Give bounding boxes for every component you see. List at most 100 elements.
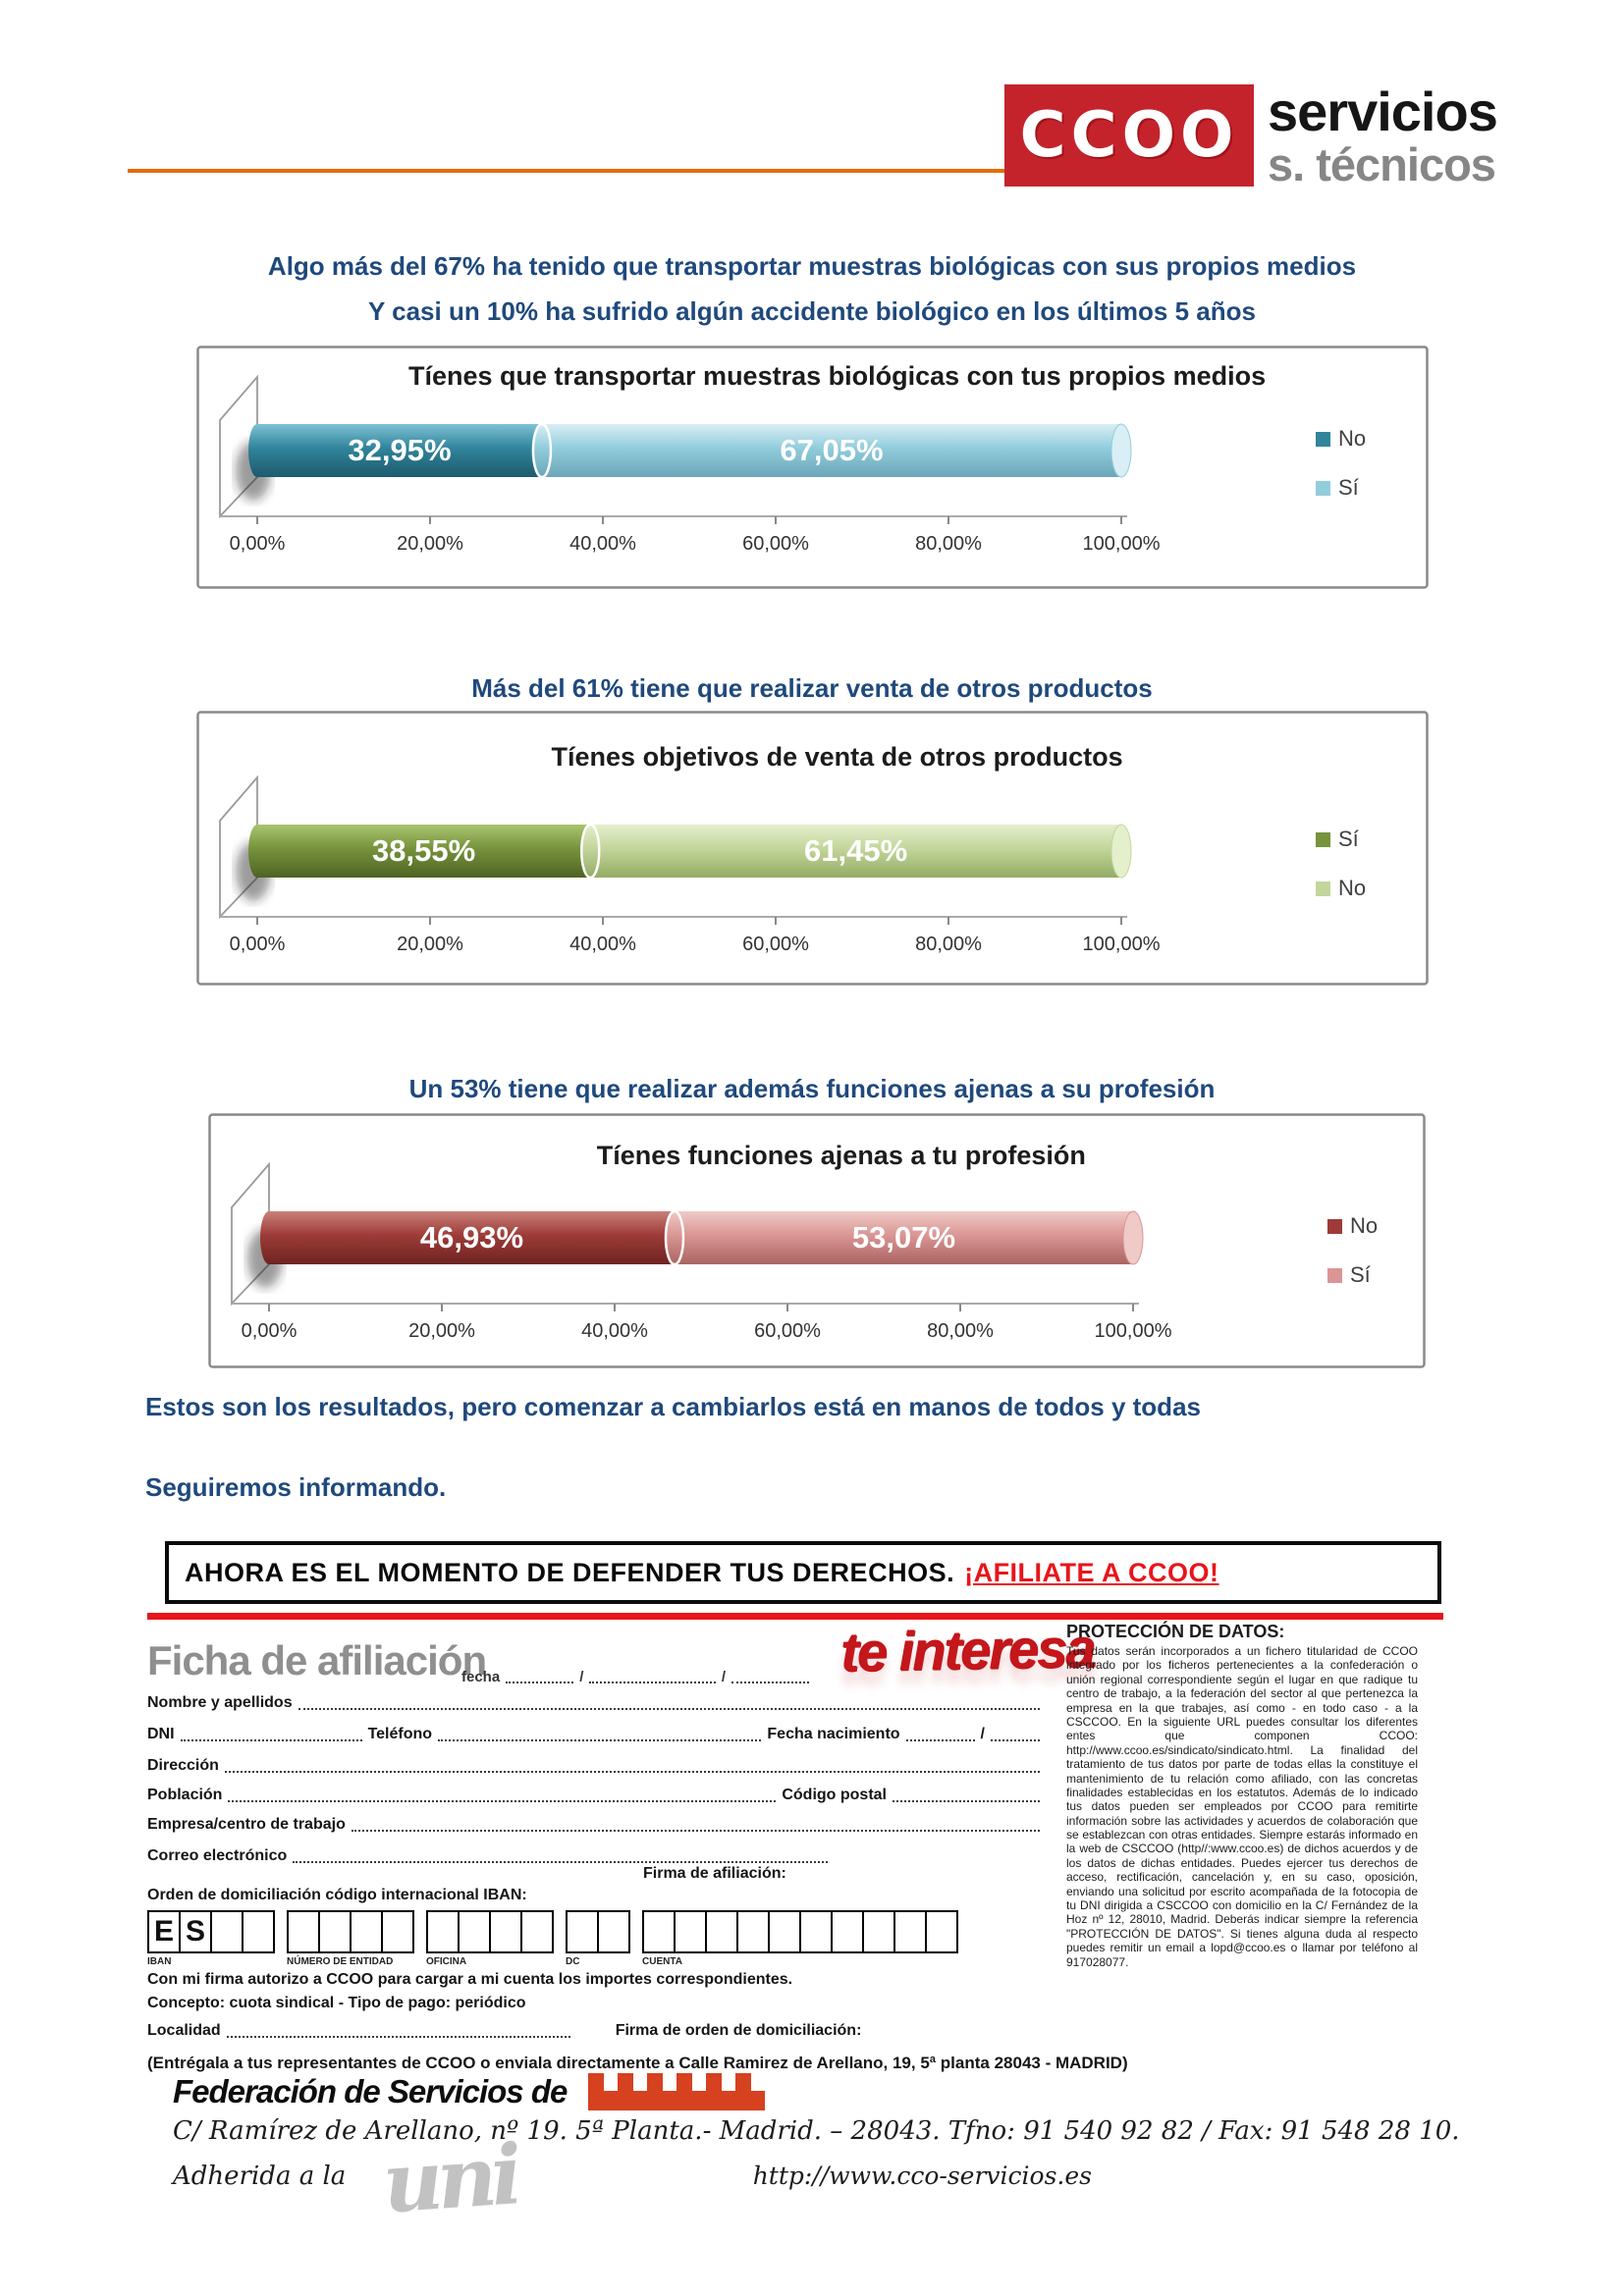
firma-orden-label: Firma de orden de domiciliación: bbox=[615, 2022, 862, 2039]
iban-group: DC bbox=[566, 1910, 630, 1967]
iban-cell[interactable] bbox=[705, 1910, 738, 1953]
fecha-field-3[interactable] bbox=[731, 1672, 809, 1683]
logo-servicios: servicios bbox=[1268, 80, 1498, 142]
x-tick-label: 0,00% bbox=[230, 934, 286, 955]
chart-svg: 38,55% 61,45% Tíenes objetivos de venta … bbox=[196, 711, 1429, 986]
telefono-field[interactable] bbox=[438, 1730, 762, 1741]
header-rule bbox=[128, 169, 1031, 173]
dni-field[interactable] bbox=[180, 1730, 362, 1741]
bar-segment-1 bbox=[257, 424, 542, 477]
iban-cell[interactable] bbox=[210, 1910, 244, 1953]
iban-cell[interactable] bbox=[925, 1910, 958, 1953]
x-tick-label: 40,00% bbox=[581, 1320, 648, 1342]
concepto-text: Concepto: cuota sindical - Tipo de pago:… bbox=[147, 1995, 526, 2011]
fecha-field[interactable] bbox=[506, 1672, 574, 1683]
legend-label-2: Sí bbox=[1350, 1262, 1371, 1287]
telefono-label: Teléfono bbox=[367, 1726, 433, 1742]
correo-field[interactable] bbox=[293, 1851, 829, 1863]
fecha-nacimiento-label: Fecha nacimiento bbox=[767, 1726, 900, 1742]
bar-value-2: 53,07% bbox=[852, 1220, 955, 1255]
x-tick-label: 40,00% bbox=[569, 934, 636, 955]
iban-cell[interactable] bbox=[674, 1910, 707, 1953]
iban-cell[interactable]: E bbox=[147, 1910, 181, 1953]
iban-cell[interactable] bbox=[736, 1910, 770, 1953]
legend-label-1: Sí bbox=[1338, 827, 1359, 851]
x-tick-label: 80,00% bbox=[927, 1320, 994, 1342]
bar-divider-cap bbox=[664, 1209, 685, 1266]
data-protection-body: Tus datos serán incorporados a un ficher… bbox=[1066, 1644, 1418, 1969]
bar-right-cap bbox=[1122, 1210, 1144, 1265]
form-title: Ficha de afiliación bbox=[147, 1637, 487, 1683]
nombre-field[interactable] bbox=[298, 1698, 1040, 1710]
bar-right-cap bbox=[1110, 824, 1132, 879]
banner-afiliate-link[interactable]: ¡AFILIATE A CCOO! bbox=[964, 1557, 1219, 1587]
iban-group: NÚMERO DE ENTIDAD bbox=[287, 1910, 414, 1967]
codigo-postal-field[interactable] bbox=[893, 1790, 1040, 1802]
poblacion-field[interactable] bbox=[228, 1790, 777, 1802]
legend-swatch-2 bbox=[1316, 481, 1330, 496]
form-row-poblacion: Población Código postal bbox=[147, 1787, 1046, 1804]
localidad-label: Localidad bbox=[147, 2022, 221, 2039]
iban-cell[interactable] bbox=[893, 1910, 927, 1953]
call-to-action-banner: AHORA ES EL MOMENTO DE DEFENDER TUS DERE… bbox=[165, 1541, 1441, 1604]
iban-cell[interactable] bbox=[242, 1910, 275, 1953]
iban-cell[interactable] bbox=[799, 1910, 833, 1953]
x-tick-label: 100,00% bbox=[1083, 934, 1161, 955]
x-tick-label: 40,00% bbox=[569, 533, 636, 555]
iban-cell[interactable] bbox=[287, 1910, 320, 1953]
chart-objetivos-venta: 38,55% 61,45% Tíenes objetivos de venta … bbox=[196, 711, 1429, 986]
bar-segment-1 bbox=[257, 825, 591, 878]
legend-swatch-2 bbox=[1316, 881, 1330, 896]
fecha-nacimiento-field[interactable] bbox=[905, 1730, 975, 1741]
chart-title: Tíenes objetivos de venta de otros produ… bbox=[552, 742, 1123, 772]
iban-cell[interactable] bbox=[831, 1910, 864, 1953]
iban-cell[interactable] bbox=[458, 1910, 491, 1953]
fecha-nacimiento-field-2[interactable] bbox=[991, 1730, 1040, 1741]
bar-segment-1 bbox=[269, 1211, 675, 1264]
chart-funciones-ajenas: 46,93% 53,07% Tíenes funciones ajenas a … bbox=[208, 1113, 1426, 1368]
iban-cell[interactable]: S bbox=[179, 1910, 212, 1953]
legend-swatch-1 bbox=[1316, 432, 1330, 447]
iban-cell[interactable] bbox=[862, 1910, 895, 1953]
chart-title: Tíenes funciones ajenas a tu profesión bbox=[597, 1141, 1086, 1170]
bar-divider-cap bbox=[531, 422, 553, 479]
iban-cell[interactable] bbox=[381, 1910, 414, 1953]
iban-cell[interactable] bbox=[566, 1910, 599, 1953]
iban-cell[interactable] bbox=[489, 1910, 522, 1953]
codigo-postal-label: Código postal bbox=[782, 1787, 887, 1803]
iban-group: CUENTA bbox=[642, 1910, 958, 1967]
iban-cell[interactable] bbox=[426, 1910, 460, 1953]
ccoo-small-logo-icon bbox=[588, 2073, 766, 2110]
direccion-field[interactable] bbox=[224, 1761, 1040, 1773]
x-tick-label: 100,00% bbox=[1083, 533, 1161, 555]
localidad-field[interactable] bbox=[226, 2026, 570, 2038]
chart-heading-ventas: Más del 61% tiene que realizar venta de … bbox=[471, 673, 1153, 703]
results-line-1: Estos son los resultados, pero comenzar … bbox=[145, 1392, 1201, 1421]
form-row-direccion: Dirección bbox=[147, 1757, 1046, 1775]
bar-value-1: 46,93% bbox=[420, 1220, 523, 1255]
nombre-label: Nombre y apellidos bbox=[147, 1694, 293, 1711]
results-line-2: Seguiremos informando. bbox=[145, 1472, 447, 1502]
iban-cell[interactable] bbox=[318, 1910, 352, 1953]
iban-cell[interactable] bbox=[350, 1910, 383, 1953]
entregala-text: (Entrégala a tus representantes de CCOO … bbox=[147, 2054, 1128, 2072]
iban-cell[interactable] bbox=[768, 1910, 801, 1953]
iban-cell[interactable] bbox=[597, 1910, 630, 1953]
data-protection-block: PROTECCIÓN DE DATOS: Tus datos serán inc… bbox=[1066, 1622, 1418, 1969]
bar-value-2: 61,45% bbox=[804, 833, 907, 868]
data-protection-title: PROTECCIÓN DE DATOS: bbox=[1066, 1622, 1285, 1641]
bar-value-1: 32,95% bbox=[348, 433, 451, 467]
footer-url[interactable]: http://www.cco-servicios.es bbox=[752, 2162, 1092, 2190]
iban-group-label: NÚMERO DE ENTIDAD bbox=[287, 1956, 394, 1967]
uni-logo-icon: uni bbox=[379, 2125, 520, 2232]
chart-heading-funciones: Un 53% tiene que realizar además funcion… bbox=[408, 1074, 1216, 1103]
iban-cell[interactable] bbox=[642, 1910, 676, 1953]
fecha-field-2[interactable] bbox=[589, 1672, 716, 1683]
x-tick-label: 0,00% bbox=[242, 1320, 298, 1342]
autorizo-text: Con mi firma autorizo a CCOO para cargar… bbox=[147, 1971, 793, 1988]
chart-transporte-muestras: 32,95% 67,05% Tíenes que transportar mue… bbox=[196, 346, 1429, 589]
empresa-field[interactable] bbox=[351, 1820, 1040, 1832]
iban-cell[interactable] bbox=[520, 1910, 554, 1953]
iban-boxes[interactable]: E S IBAN NÚMERO DE ENTIDAD OFICINA DC CUENTA bbox=[147, 1910, 970, 1967]
